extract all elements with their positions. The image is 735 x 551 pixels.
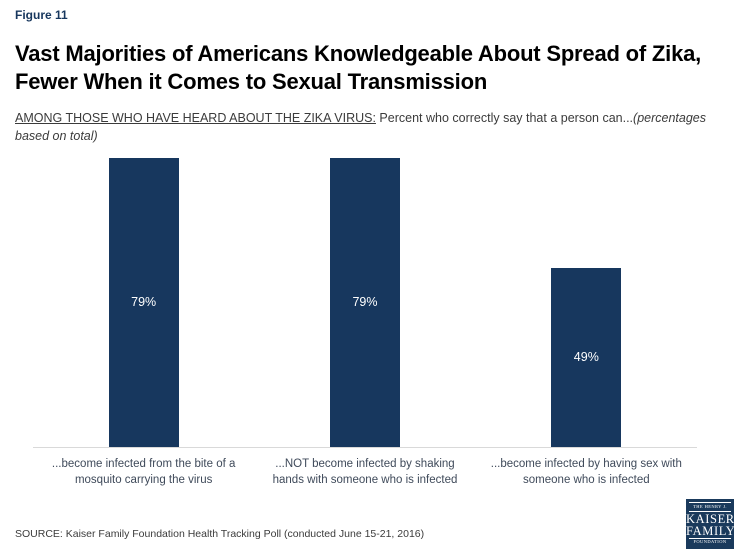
subtitle-emphasis: AMONG THOSE WHO HAVE HEARD ABOUT THE ZIK… — [15, 111, 376, 125]
figure-label: Figure 11 — [15, 8, 68, 22]
source-note: SOURCE: Kaiser Family Foundation Health … — [15, 528, 425, 540]
bar-value-label: 79% — [131, 295, 157, 310]
page-title: Vast Majorities of Americans Knowledgeab… — [15, 41, 702, 94]
bar-2: 79% — [329, 157, 400, 447]
subtitle-italic: (percentages based on total) — [15, 111, 706, 144]
kff-logo-line-kaiser: KAISER — [686, 511, 735, 526]
category-label-2: ...NOT become infected by shaking hands … — [272, 458, 458, 487]
bar-value-label: 49% — [573, 350, 599, 365]
kff-logo-line-henry: THE HENRY J. — [689, 502, 731, 512]
bar-value-label: 79% — [352, 295, 378, 310]
bar-chart-plot-area: 79% 79% 49% — [33, 81, 697, 447]
category-label-3: ...become infected by having sex with so… — [490, 458, 682, 487]
bar-column-3: 49% — [476, 81, 697, 447]
kff-logo-line-family: FAMILY — [686, 523, 735, 538]
bar-column-1: 79% — [33, 81, 254, 447]
x-axis-baseline — [33, 447, 697, 448]
kff-logo-line-foundation: FOUNDATION — [689, 537, 731, 545]
category-axis-labels: ...become infected from the bite of a mo… — [33, 456, 697, 488]
bar-column-2: 79% — [254, 81, 475, 447]
bar-3: 49% — [551, 267, 622, 447]
category-label-1: ...become infected from the bite of a mo… — [51, 458, 236, 487]
kff-logo: THE HENRY J. KAISER FAMILY FOUNDATION — [686, 499, 735, 549]
subtitle-plain: Percent who correctly say that a person … — [375, 111, 634, 125]
subtitle: AMONG THOSE WHO HAVE HEARD ABOUT THE ZIK… — [15, 109, 721, 145]
bar-1: 79% — [108, 157, 179, 447]
